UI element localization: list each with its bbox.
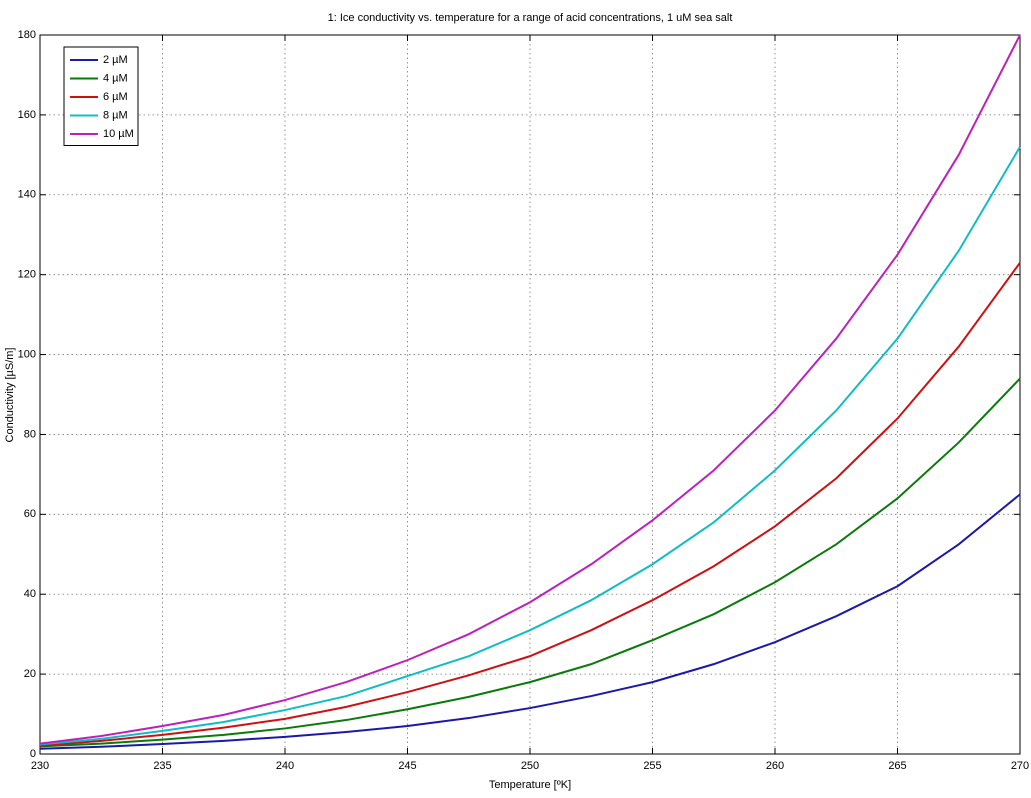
y-tick-label: 180: [18, 29, 36, 41]
legend-label: 2 µM: [103, 54, 128, 66]
chart-title: 1: Ice conductivity vs. temperature for …: [328, 12, 733, 24]
y-tick-label: 140: [18, 189, 36, 201]
series-line: [39, 146, 1021, 746]
series-line: [39, 493, 1021, 750]
y-tick-label: 0: [30, 748, 36, 760]
x-tick-label: 230: [31, 760, 49, 772]
legend-label: 6 µM: [103, 91, 128, 103]
y-tick-label: 40: [24, 588, 36, 600]
y-axis-label: Conductivity [µS/m]: [4, 348, 16, 443]
x-tick-label: 250: [521, 760, 539, 772]
x-tick-label: 245: [398, 760, 416, 772]
x-tick-label: 255: [643, 760, 661, 772]
plot-frame: [39, 34, 1021, 755]
x-tick-label: 265: [888, 760, 906, 772]
y-tick-label: 20: [24, 668, 36, 680]
x-tick-label: 235: [153, 760, 171, 772]
legend-label: 8 µM: [103, 109, 128, 121]
legend-label: 4 µM: [103, 72, 128, 84]
y-tick-label: 160: [18, 109, 36, 121]
y-tick-label: 60: [24, 508, 36, 520]
legend-label: 10 µM: [103, 128, 134, 140]
series-line: [39, 262, 1021, 747]
y-tick-label: 80: [24, 428, 36, 440]
series-line: [39, 34, 1021, 745]
x-tick-label: 240: [276, 760, 294, 772]
y-tick-label: 100: [18, 348, 36, 360]
x-tick-label: 260: [766, 760, 784, 772]
series-line: [39, 377, 1021, 748]
x-axis-label: Temperature [ºK]: [489, 779, 571, 791]
x-tick-label: 270: [1011, 760, 1029, 772]
y-tick-label: 120: [18, 269, 36, 281]
